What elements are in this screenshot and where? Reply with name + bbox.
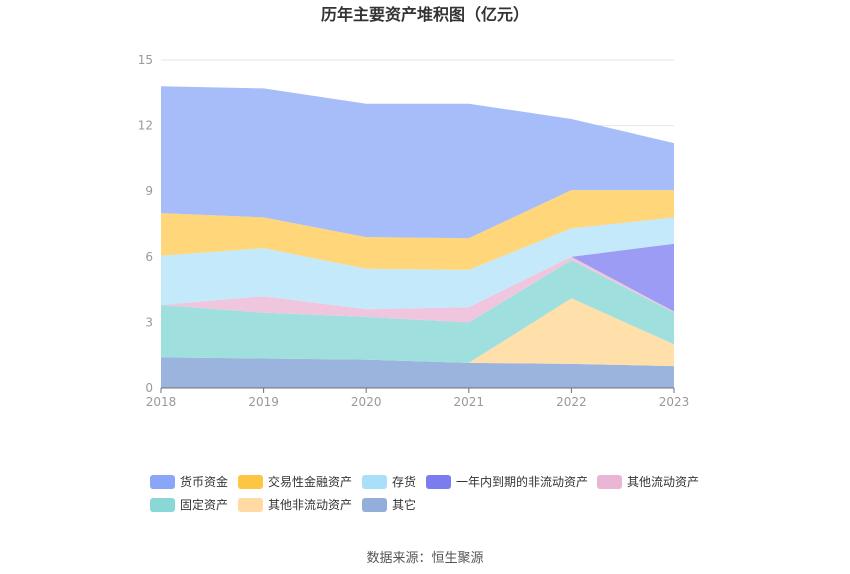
y-tick-label: 15: [138, 53, 153, 67]
legend-item[interactable]: 其它: [362, 497, 416, 512]
legend-item[interactable]: 其他非流动资产: [238, 498, 352, 512]
legend-item[interactable]: 货币资金: [150, 474, 228, 489]
x-tick-label: 2019: [248, 395, 279, 409]
legend-label: 货币资金: [180, 474, 228, 489]
legend-swatch: [238, 498, 263, 512]
legend-item[interactable]: 固定资产: [150, 497, 228, 512]
y-tick-label: 6: [145, 250, 153, 264]
area-series-1: [161, 298, 674, 367]
y-tick-label: 3: [145, 315, 153, 329]
legend-label: 一年内到期的非流动资产: [456, 474, 588, 489]
legend-swatch: [238, 475, 263, 489]
legend-swatch: [150, 475, 175, 489]
x-tick-label: 2020: [351, 395, 382, 409]
legend-swatch: [426, 475, 451, 489]
data-source-note: 数据来源：恒生聚源: [366, 551, 483, 566]
legend-swatch: [362, 475, 387, 489]
area-series-0: [161, 357, 674, 388]
area-series-3: [161, 256, 674, 323]
legend-item[interactable]: 交易性金融资产: [238, 474, 352, 489]
legend-label: 其它: [392, 497, 416, 512]
area-series-7: [161, 86, 674, 239]
legend-label: 存货: [392, 474, 416, 489]
legend-label: 其他流动资产: [627, 475, 699, 489]
area-series-2: [161, 260, 674, 363]
legend-swatch: [362, 498, 387, 512]
area-series-4: [161, 243, 674, 312]
legend-item[interactable]: 一年内到期的非流动资产: [426, 474, 588, 489]
y-tick-label: 0: [145, 381, 153, 395]
legend-label: 交易性金融资产: [268, 474, 352, 489]
x-tick-label: 2023: [659, 395, 690, 409]
legend-label: 其他非流动资产: [268, 498, 352, 512]
legend-item[interactable]: 存货: [362, 474, 416, 489]
area-series: [161, 86, 674, 388]
y-tick-label: 9: [145, 184, 153, 198]
area-series-6: [161, 190, 674, 270]
x-tick-label: 2018: [146, 395, 177, 409]
legend-swatch: [597, 475, 622, 489]
legend-label: 固定资产: [180, 497, 228, 512]
x-tick-label: 2021: [454, 395, 485, 409]
x-tick-label: 2022: [556, 395, 587, 409]
axes: 0 3 6 9 12 15 2018 2019 2020 2021 2022 2023: [138, 53, 690, 409]
area-series-5: [161, 217, 674, 310]
y-tick-label: 12: [138, 119, 153, 133]
legend-item[interactable]: 其他流动资产: [597, 475, 699, 489]
legend-swatch: [150, 498, 175, 512]
chart-title: 历年主要资产堆积图（亿元）: [321, 5, 529, 24]
